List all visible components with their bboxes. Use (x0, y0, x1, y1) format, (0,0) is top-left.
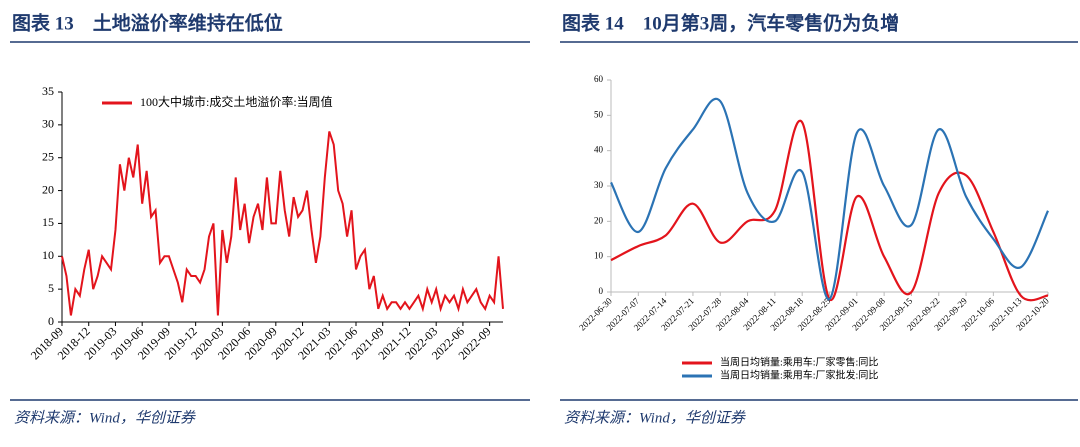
series-line (61, 131, 504, 316)
y-tick-label: 60 (594, 74, 604, 84)
figure-title: 图表 14 10月第3周，汽车零售仍为负增 (562, 11, 899, 34)
y-tick-label: 20 (594, 215, 604, 225)
legend-label: 当周日均销量:乘用车:厂家零售:同比 (720, 355, 878, 368)
y-tick-label: 0 (599, 286, 604, 296)
y-tick-label: 25 (42, 149, 54, 163)
series-line (610, 97, 1049, 301)
y-tick-label: 0 (48, 314, 54, 328)
y-tick-label: 20 (42, 182, 54, 196)
y-tick-label: 10 (594, 251, 604, 261)
legend-label: 100大中城市:成交土地溢价率:当周值 (140, 94, 333, 109)
y-tick-label: 30 (42, 117, 54, 131)
legend-label: 当周日均销量:乘用车:厂家批发:同比 (720, 368, 878, 381)
figure-title: 图表 13 土地溢价率维持在低位 (12, 11, 283, 34)
y-tick-label: 30 (594, 180, 604, 190)
source: 资料来源：Wind，华创证券 (14, 409, 196, 426)
y-tick-label: 50 (594, 109, 604, 119)
source: 资料来源：Wind，华创证券 (564, 409, 746, 426)
y-tick-label: 10 (42, 248, 54, 262)
y-tick-label: 40 (594, 145, 604, 155)
series-line (610, 119, 1049, 302)
y-tick-label: 15 (42, 215, 54, 229)
y-tick-label: 5 (48, 281, 54, 295)
y-tick-label: 35 (42, 84, 54, 98)
